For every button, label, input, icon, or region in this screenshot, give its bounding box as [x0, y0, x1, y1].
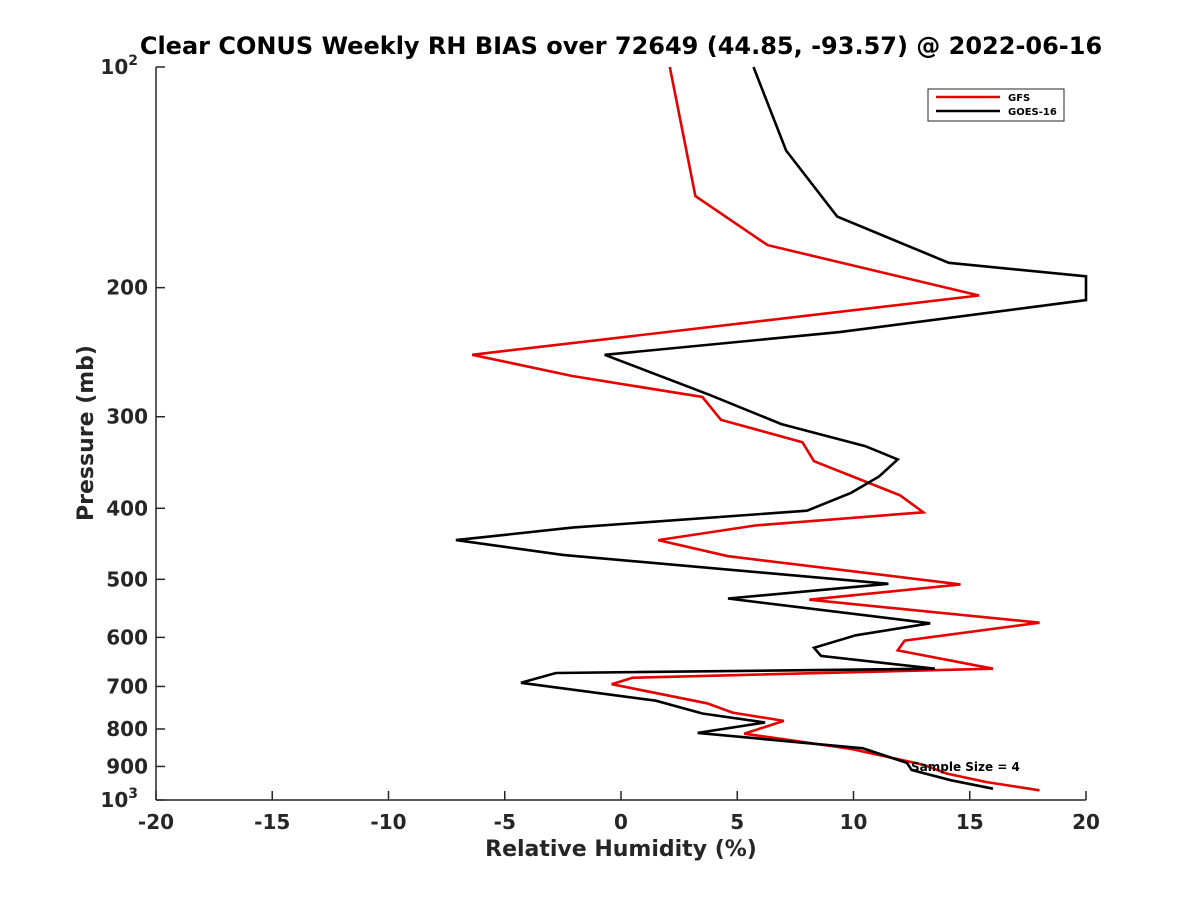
x-tick-label: 0	[614, 810, 628, 834]
y-tick-label: 600	[106, 625, 148, 649]
y-ticks: 102 200 300 400 500 600 700 800 900 103	[100, 53, 165, 812]
y-tick-label: 900	[106, 754, 148, 778]
x-tick-label: -10	[370, 810, 406, 834]
chart-title: Clear CONUS Weekly RH BIAS over 72649 (4…	[140, 32, 1102, 60]
legend-box	[927, 88, 1065, 122]
x-axis-label: Relative Humidity (%)	[485, 837, 757, 862]
series-line-goes16	[455, 66, 1088, 790]
y-axis-label: Pressure (mb)	[74, 345, 99, 521]
y-tick-label: 500	[106, 567, 148, 591]
series-line-gfs	[471, 66, 1040, 792]
y-tick-label: 103	[100, 786, 138, 812]
legend-label-gfs: GFS	[1008, 93, 1030, 104]
sample-size-annotation: Sample Size = 4	[911, 760, 1020, 774]
legend-label-goes16: GOES-16	[1008, 107, 1057, 118]
legend: GFS GOES-16	[927, 88, 1065, 122]
y-tick-label: 200	[106, 276, 148, 300]
x-tick-label: -20	[138, 810, 174, 834]
y-tick-label: 300	[106, 405, 148, 429]
x-tick-label: 10	[840, 810, 868, 834]
x-tick-label: 15	[956, 810, 984, 834]
y-tick-label: 400	[106, 496, 148, 520]
y-tick-label: 800	[106, 717, 148, 741]
x-ticks: -20 -15 -10 -5 0 5 10 15 20	[138, 791, 1100, 834]
x-tick-label: 5	[730, 810, 744, 834]
series-layer	[455, 66, 1088, 792]
plot-background	[156, 67, 1086, 800]
y-tick-label: 700	[106, 674, 148, 698]
x-tick-label: 20	[1072, 810, 1100, 834]
x-tick-label: -15	[254, 810, 290, 834]
x-tick-label: -5	[494, 810, 516, 834]
y-tick-label: 102	[100, 53, 138, 79]
